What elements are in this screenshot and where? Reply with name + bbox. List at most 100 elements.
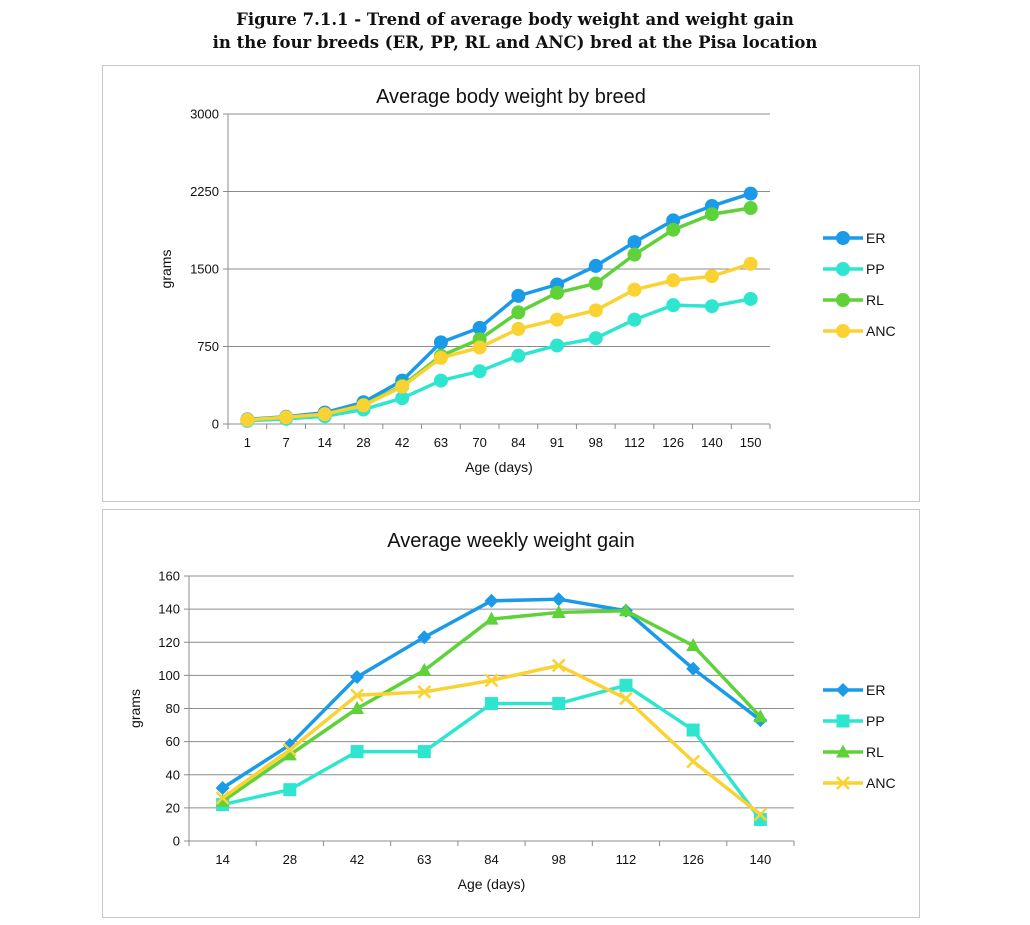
legend-marker-pp bbox=[836, 262, 850, 276]
chart1-x-tick-label: 63 bbox=[434, 435, 448, 450]
data-point-er bbox=[417, 630, 432, 645]
data-point-anc bbox=[588, 303, 603, 318]
chart1-x-tick-label: 98 bbox=[589, 435, 603, 450]
chart2-y-tick-label: 20 bbox=[166, 800, 180, 815]
data-point-pp bbox=[686, 723, 700, 737]
chart1-x-tick-label: 112 bbox=[624, 435, 645, 450]
data-point-anc bbox=[666, 273, 681, 288]
series-line-anc bbox=[221, 663, 762, 816]
legend-label-er: ER bbox=[866, 682, 885, 698]
chart2-y-tick-label: 120 bbox=[158, 635, 180, 650]
data-point-rl bbox=[215, 793, 230, 807]
data-point-rl bbox=[753, 709, 768, 723]
chart2-x-tick-label: 112 bbox=[616, 852, 637, 867]
chart1-x-tick-label: 140 bbox=[701, 435, 723, 450]
data-point-rl bbox=[618, 603, 633, 617]
legend-marker-er bbox=[836, 683, 850, 697]
data-point-rl bbox=[550, 285, 565, 300]
data-point-rl bbox=[666, 222, 681, 237]
chart1-x-tick-label: 150 bbox=[740, 435, 762, 450]
legend-marker-rl bbox=[836, 744, 850, 758]
data-point-rl bbox=[588, 276, 603, 291]
chart2-y-tick-label: 100 bbox=[158, 668, 180, 683]
data-point-rl bbox=[484, 611, 499, 625]
chart1-y-tick-label: 2250 bbox=[190, 184, 219, 199]
data-point-anc bbox=[282, 743, 297, 757]
data-point-anc bbox=[356, 398, 371, 413]
legend-label-pp: PP bbox=[866, 713, 885, 729]
data-point-anc bbox=[215, 791, 230, 805]
data-point-er bbox=[588, 258, 603, 273]
data-point-pp bbox=[550, 338, 565, 353]
data-point-er bbox=[743, 186, 758, 201]
data-point-anc bbox=[350, 688, 364, 703]
data-point-anc bbox=[619, 691, 633, 706]
chart1-y-tick-label: 3000 bbox=[190, 107, 219, 122]
chart1-x-tick-label: 126 bbox=[662, 435, 684, 450]
data-point-pp bbox=[627, 312, 642, 327]
legend-item-pp: PP bbox=[823, 261, 885, 277]
chart1-x-tick-label: 14 bbox=[318, 435, 332, 450]
data-point-anc bbox=[551, 658, 566, 673]
data-point-pp bbox=[283, 783, 297, 797]
data-point-er bbox=[215, 781, 230, 795]
legend-marker-anc bbox=[836, 324, 850, 338]
legend-item-anc: ANC bbox=[823, 775, 896, 791]
legend-marker-rl bbox=[836, 293, 850, 307]
data-point-anc bbox=[743, 256, 758, 271]
data-point-anc bbox=[417, 685, 432, 699]
chart1-y-tick-label: 750 bbox=[197, 339, 219, 354]
legend-marker-er bbox=[836, 231, 850, 245]
body-weight-chart-panel: Average body weight by breed 0 750 1500 2250… bbox=[102, 65, 920, 502]
chart2-y-tick-label: 60 bbox=[166, 734, 180, 749]
data-point-pp bbox=[704, 299, 719, 314]
data-point-pp bbox=[472, 364, 487, 379]
chart2-title: Average weekly weight gain bbox=[387, 530, 635, 552]
data-point-anc bbox=[511, 321, 526, 336]
data-point-anc bbox=[753, 807, 768, 822]
data-point-pp bbox=[552, 697, 566, 711]
chart2-y-tick-label: 40 bbox=[166, 767, 180, 782]
legend-marker-pp bbox=[836, 714, 850, 728]
chart2-x-tick-label: 84 bbox=[484, 852, 498, 867]
legend-label-anc: ANC bbox=[866, 323, 896, 339]
weight-gain-chart: Average weekly weight gain 0 20 40 60 80 100 12… bbox=[127, 530, 896, 892]
chart2-x-tick-label: 140 bbox=[750, 852, 772, 867]
legend-item-anc: ANC bbox=[823, 323, 896, 339]
data-point-anc bbox=[240, 412, 255, 427]
series-line-anc bbox=[247, 262, 752, 422]
data-point-er bbox=[484, 593, 499, 608]
legend-label-er: ER bbox=[866, 230, 885, 246]
legend-item-rl: RL bbox=[823, 292, 884, 308]
data-point-anc bbox=[279, 410, 294, 425]
data-point-anc bbox=[484, 673, 499, 688]
data-point-rl bbox=[686, 638, 701, 652]
chart1-y-axis-label: grams bbox=[158, 250, 174, 289]
chart2-x-tick-label: 28 bbox=[283, 852, 297, 867]
chart2-y-tick-label: 140 bbox=[158, 602, 180, 617]
legend-item-er: ER bbox=[823, 682, 885, 698]
legend-label-rl: RL bbox=[866, 744, 884, 760]
chart1-y-tick-label: 1500 bbox=[190, 262, 219, 277]
legend-item-pp: PP bbox=[823, 713, 885, 729]
figure-title-line-1: Figure 7.1.1 - Trend of average body wei… bbox=[236, 10, 794, 29]
data-point-rl bbox=[704, 207, 719, 222]
data-point-pp bbox=[743, 291, 758, 306]
data-point-rl bbox=[551, 604, 566, 618]
data-point-er bbox=[350, 670, 365, 685]
weight-gain-chart-panel: Average weekly weight gain 0 20 40 60 80 100 12… bbox=[102, 509, 920, 918]
data-point-rl bbox=[511, 305, 526, 320]
data-point-er bbox=[627, 235, 642, 250]
chart2-x-tick-label: 98 bbox=[551, 852, 565, 867]
data-point-anc bbox=[704, 269, 719, 284]
data-point-anc bbox=[433, 350, 448, 365]
chart1-x-tick-label: 70 bbox=[472, 435, 486, 450]
legend-marker-anc bbox=[836, 776, 850, 790]
data-point-anc bbox=[317, 407, 332, 422]
chart2-x-tick-label: 14 bbox=[215, 852, 229, 867]
legend-label-pp: PP bbox=[866, 261, 885, 277]
figure-title-line-2: in the four breeds (ER, PP, RL and ANC) … bbox=[212, 33, 818, 52]
series-line-er bbox=[221, 597, 762, 790]
data-point-rl bbox=[417, 662, 432, 676]
data-point-er bbox=[551, 592, 566, 607]
